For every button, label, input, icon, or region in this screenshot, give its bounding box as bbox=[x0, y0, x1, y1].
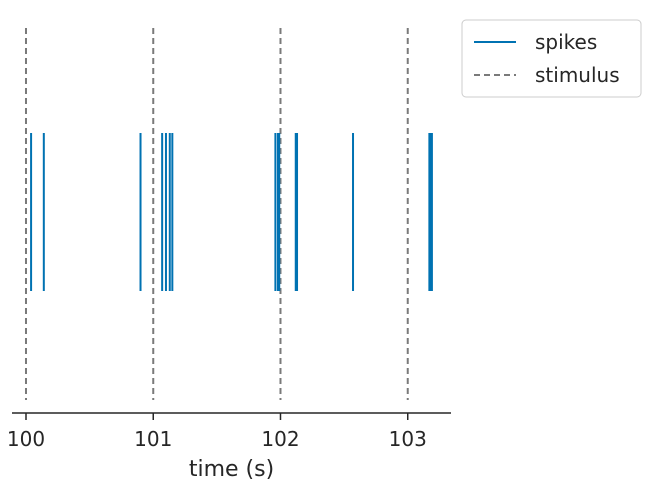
legend: spikes stimulus bbox=[461, 19, 642, 98]
legend-box bbox=[461, 19, 642, 98]
x-axis-label: time (s) bbox=[189, 457, 274, 482]
spike-ticks-group bbox=[30, 133, 433, 291]
x-tick-label-1: 100 bbox=[7, 427, 45, 451]
x-tick-label-2: 101 bbox=[134, 427, 172, 451]
stimulus-lines-group bbox=[24, 28, 409, 400]
x-axis-ticks: 100 101 102 103 bbox=[7, 413, 427, 451]
x-tick-label-3: 102 bbox=[261, 427, 299, 451]
legend-stimulus-label: stimulus bbox=[535, 63, 620, 87]
x-tick-label-4: 103 bbox=[389, 427, 427, 451]
legend-spikes-label: spikes bbox=[535, 30, 597, 54]
